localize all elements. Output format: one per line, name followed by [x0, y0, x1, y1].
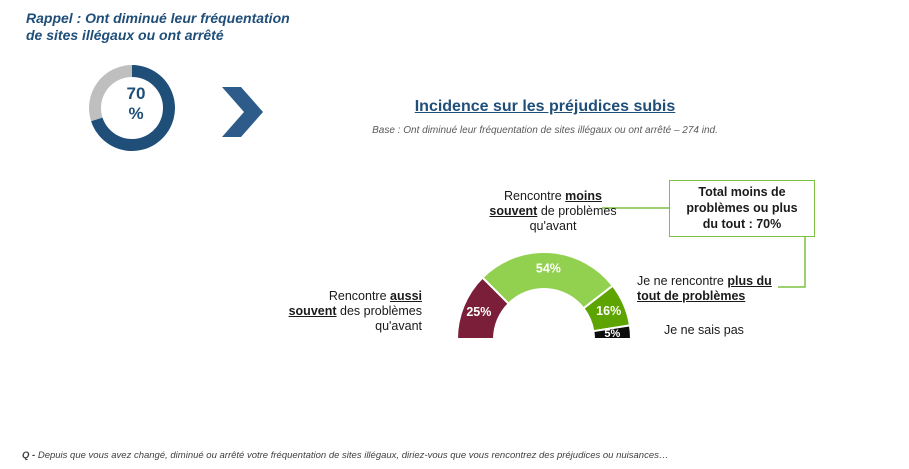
rappel-line-1: Rappel : Ont diminué leur fréquentation	[26, 10, 290, 26]
chart-value-label: 5%	[604, 328, 620, 340]
label-moins-souvent: Rencontre moins souvent de problèmes qu'…	[478, 189, 628, 234]
label-aussi-pre: Rencontre	[328, 289, 391, 303]
donut-unit: %	[128, 104, 144, 123]
label-plus-du-tout: Je ne rencontre plus du tout de problème…	[637, 274, 797, 304]
semicircle-chart: 25% 54% 16% 5%	[455, 251, 633, 340]
label-moins-pre: Rencontre	[504, 189, 566, 203]
donut-rest-arc	[88, 65, 132, 122]
label-moins-post: de problèmes	[537, 204, 617, 218]
label-aussi-last: qu'avant	[375, 319, 422, 333]
chart-value-label: 25%	[466, 305, 491, 319]
donut-chart	[88, 65, 175, 151]
chart-title: Incidence sur les préjudices subis	[414, 98, 676, 115]
label-aussi-post: des problèmes	[336, 304, 422, 318]
footnote-text: Depuis que vous avez changé, diminué ou …	[37, 450, 669, 461]
question-footnote: Q - Depuis que vous avez changé, diminué…	[22, 450, 882, 461]
donut-percentage: 70 %	[110, 84, 162, 124]
total-connector-line-right	[778, 237, 806, 288]
rappel-line-2: de sites illégaux ou ont arrêté	[26, 27, 224, 43]
label-aussi-bold2: souvent	[288, 304, 337, 318]
label-moins-bold: moins	[565, 189, 602, 203]
footnote-prefix: Q -	[22, 450, 38, 461]
chart-value-label: 16%	[596, 304, 621, 318]
label-plus-pre: Je ne rencontre	[637, 274, 728, 288]
label-moins-bold2: souvent	[489, 204, 538, 218]
chart-segment	[592, 324, 633, 340]
label-aussi-bold: aussi	[390, 289, 422, 303]
total-line-3: du tout : 70%	[702, 217, 782, 231]
label-plus-bold: plus du	[727, 274, 772, 288]
label-moins-last: qu'avant	[529, 219, 577, 233]
donut-value: 70	[126, 84, 146, 103]
total-line-2: problèmes ou plus	[686, 201, 798, 215]
rappel-heading: Rappel : Ont diminué leur fréquentation …	[26, 10, 326, 44]
chevron-right-icon	[222, 87, 263, 137]
chart-base-note: Base : Ont diminué leur fréquentation de…	[372, 125, 718, 136]
total-line-1: Total moins de	[698, 185, 786, 199]
label-aussi-souvent: Rencontre aussi souvent des problèmes qu…	[272, 289, 422, 334]
total-box: Total moins de problèmes ou plus du tout…	[669, 180, 815, 237]
chart-value-label: 54%	[536, 262, 561, 276]
label-plus-bold2: tout de problèmes	[637, 289, 746, 303]
label-ne-sais-pas: Je ne sais pas	[664, 323, 744, 337]
